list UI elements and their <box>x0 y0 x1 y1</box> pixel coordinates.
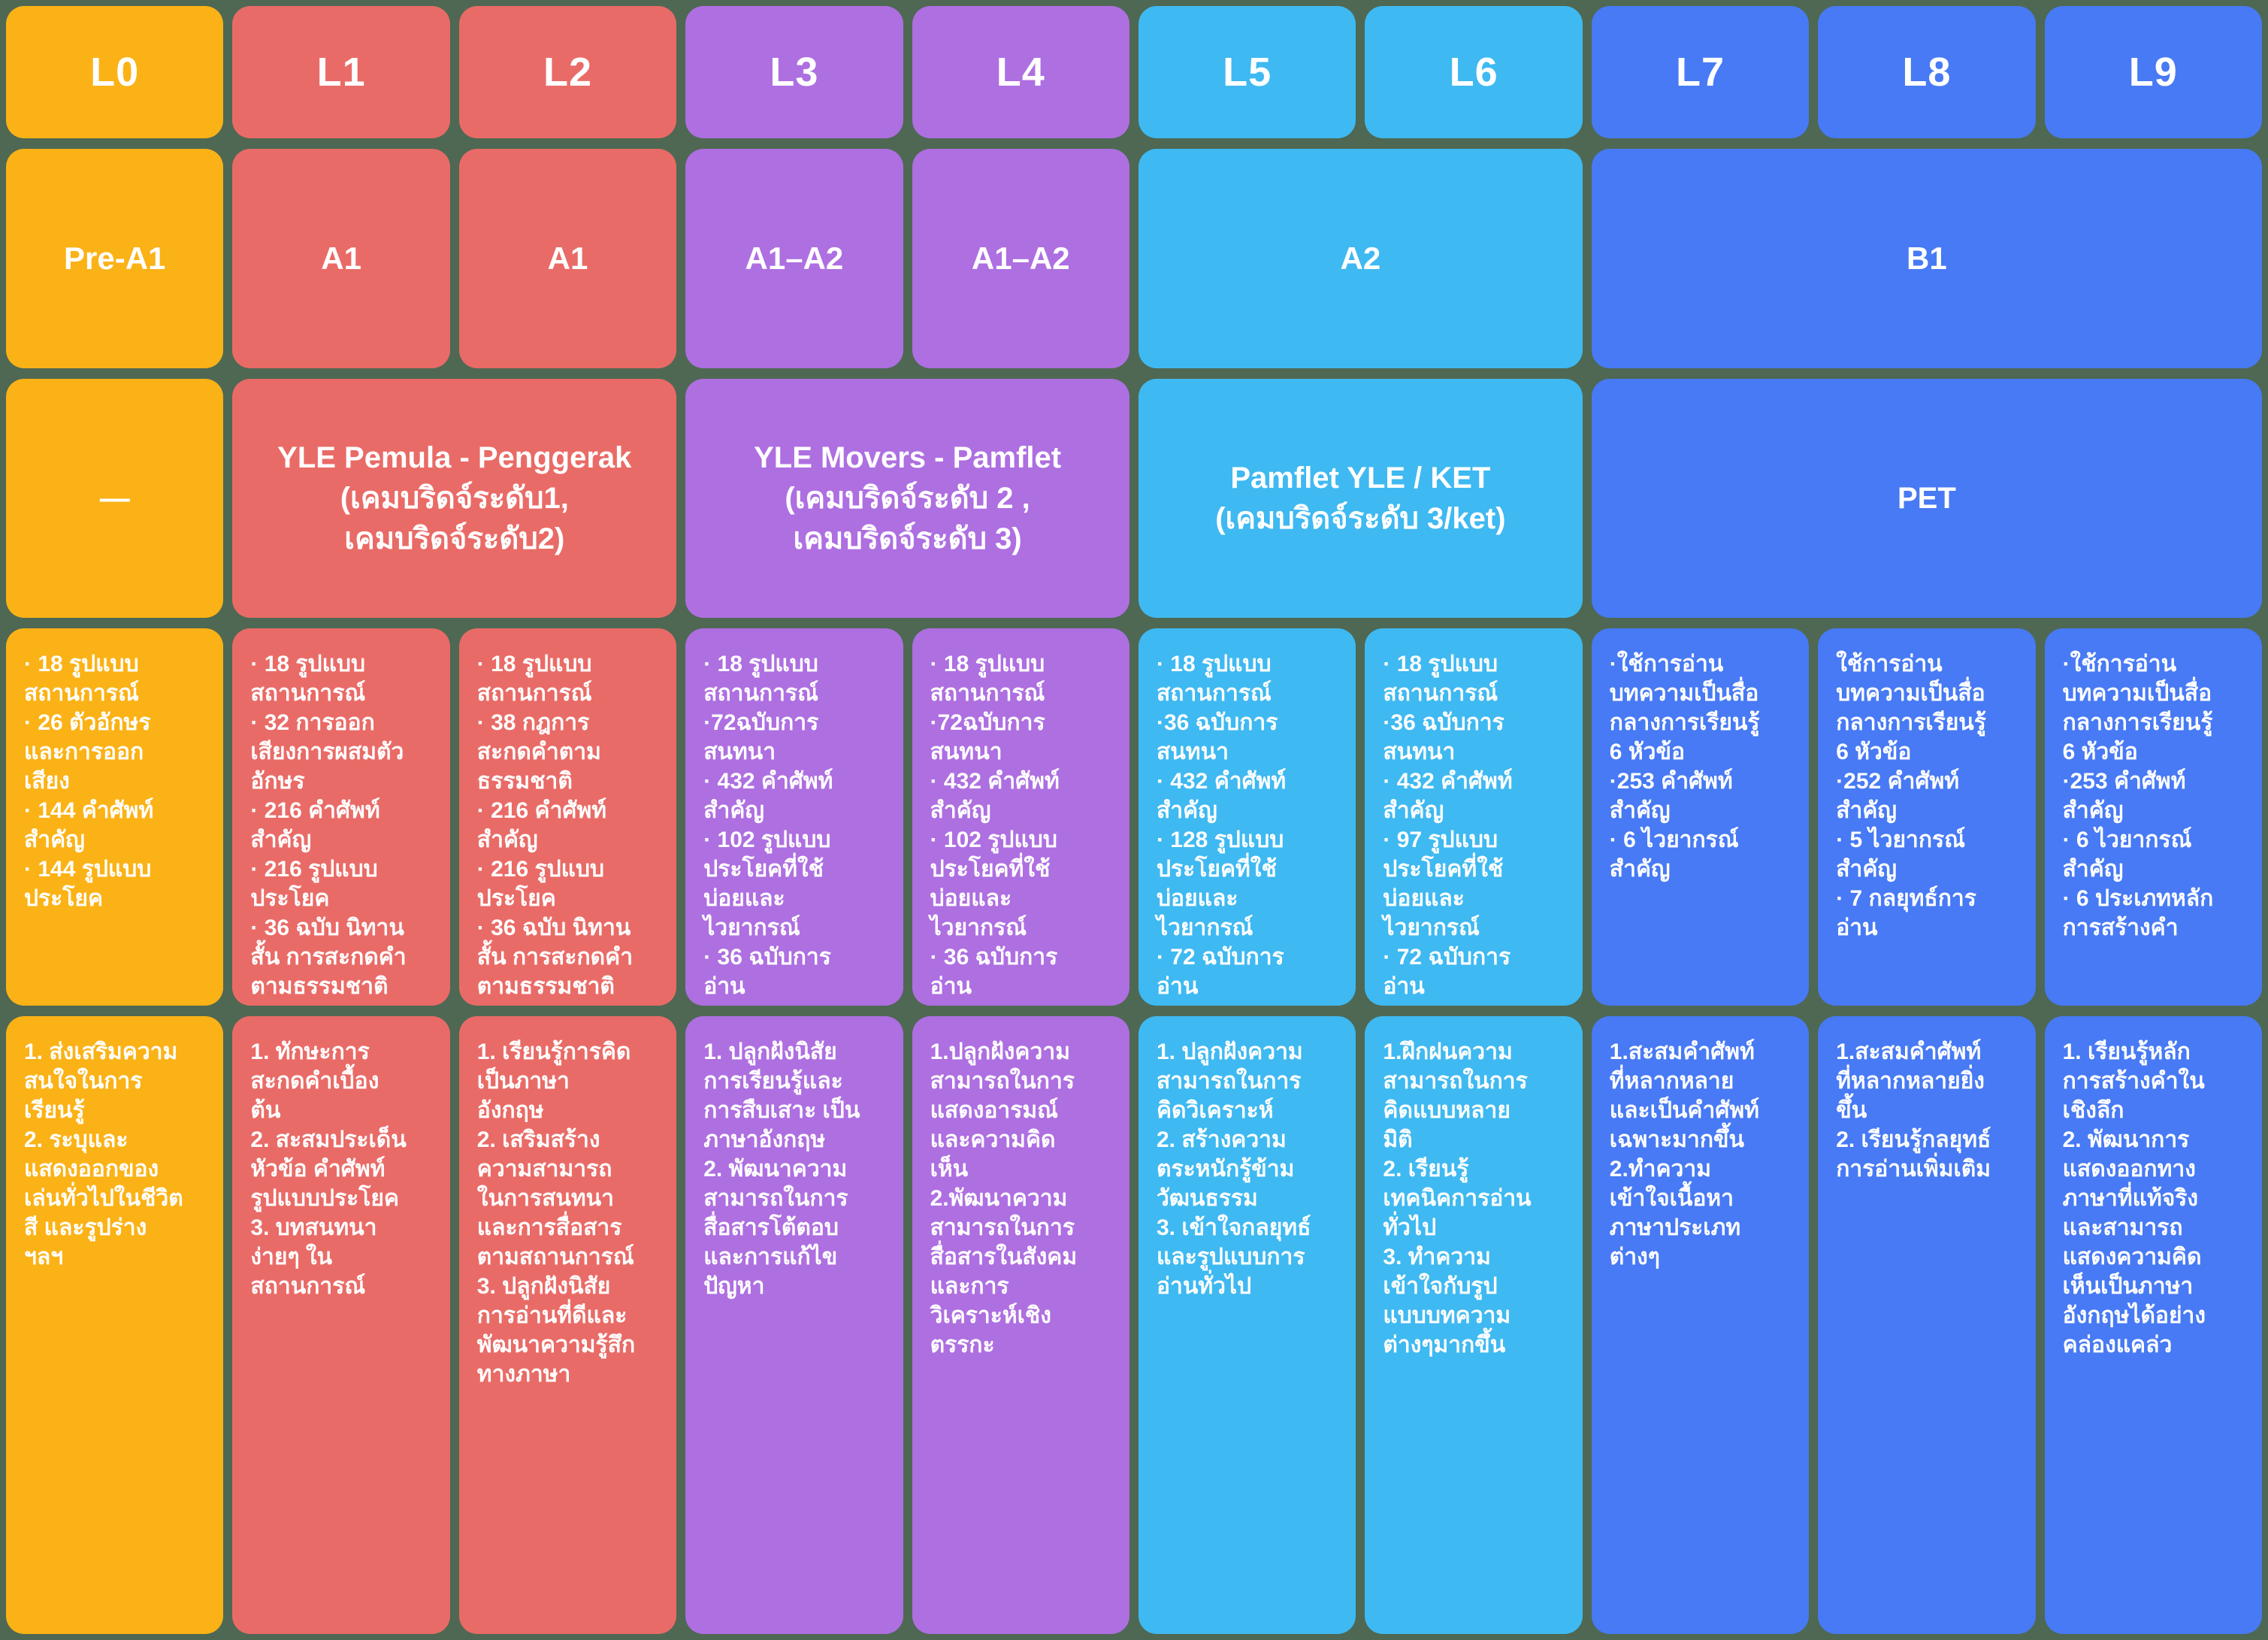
outcomes-cell-l1: 1. ทักษะการ สะกดคำเบื้อง ต้น 2. สะสมประเ… <box>232 1016 450 1634</box>
cefr-cell-a1-l1: A1 <box>232 149 450 368</box>
level-header-l0: L0 <box>6 6 224 138</box>
outcomes-cell-l0: 1. ส่งเสริมความ สนใจในการ เรียนรู้ 2. ระ… <box>6 1016 224 1634</box>
level-header-l9: L9 <box>2044 6 2262 138</box>
level-header-l8: L8 <box>1818 6 2036 138</box>
exam-cell-pet: PET <box>1591 379 2262 618</box>
outcomes-cell-l4: 1.ปลูกฝังความ สามารถในการ แสดงอารมณ์ และ… <box>912 1016 1129 1634</box>
exam-cell-none: — <box>6 379 224 618</box>
outcomes-cell-l9: 1. เรียนรู้หลัก การสร้างคำใน เชิงลึก 2. … <box>2044 1016 2262 1634</box>
level-header-l4: L4 <box>912 6 1129 138</box>
level-header-l1: L1 <box>232 6 450 138</box>
content-cell-l0: · 18 รูปแบบ สถานการณ์ · 26 ตัวอักษร และก… <box>6 628 224 1006</box>
outcomes-cell-l3: 1. ปลูกฝังนิสัย การเรียนรู้และ การสืบเสา… <box>685 1016 903 1634</box>
content-cell-l4: · 18 รูปแบบ สถานการณ์ ·72ฉบับการ สนทนา ·… <box>912 628 1129 1006</box>
content-cell-l3: · 18 รูปแบบ สถานการณ์ ·72ฉบับการ สนทนา ·… <box>685 628 903 1006</box>
outcomes-cell-l7: 1.สะสมคำศัพท์ ที่หลากหลาย และเป็นคำศัพท์… <box>1591 1016 1810 1634</box>
content-cell-l8: ใช้การอ่าน บทความเป็นสื่อ กลางการเรียนรู… <box>1818 628 2036 1006</box>
level-header-l7: L7 <box>1591 6 1810 138</box>
exam-cell-yle-movers: YLE Movers - Pamflet (เคมบริดจ์ระดับ 2 ,… <box>685 379 1129 618</box>
outcomes-cell-l8: 1.สะสมคำศัพท์ ที่หลากหลายยิ่ง ขึ้น 2. เร… <box>1818 1016 2036 1634</box>
cefr-cell-pre-a1: Pre-A1 <box>6 149 224 368</box>
content-cell-l7: ·ใช้การอ่าน บทความเป็นสื่อ กลางการเรียนร… <box>1591 628 1810 1006</box>
level-header-l2: L2 <box>458 6 677 138</box>
cefr-cell-b1: B1 <box>1591 149 2262 368</box>
level-header-l5: L5 <box>1138 6 1356 138</box>
content-cell-l2: · 18 รูปแบบ สถานการณ์ · 38 กฎการ สะกดคำต… <box>458 628 677 1006</box>
content-cell-l9: ·ใช้การอ่าน บทความเป็นสื่อ กลางการเรียนร… <box>2044 628 2262 1006</box>
cefr-cell-a1-l2: A1 <box>458 149 677 368</box>
level-header-l6: L6 <box>1365 6 1583 138</box>
outcomes-cell-l5: 1. ปลูกฝังความ สามารถในการ คิดวิเคราะห์ … <box>1138 1016 1356 1634</box>
cefr-cell-a1a2-l4: A1–A2 <box>912 149 1129 368</box>
level-header-l3: L3 <box>685 6 903 138</box>
exam-cell-yle-pemula: YLE Pemula - Penggerak (เคมบริดจ์ระดับ1,… <box>232 379 677 618</box>
content-cell-l1: · 18 รูปแบบ สถานการณ์ · 32 การออก เสียงก… <box>232 628 450 1006</box>
content-cell-l5: · 18 รูปแบบ สถานการณ์ ·36 ฉบับการ สนทนา … <box>1138 628 1356 1006</box>
content-cell-l6: · 18 รูปแบบ สถานการณ์ ·36 ฉบับการ สนทนา … <box>1365 628 1583 1006</box>
outcomes-cell-l2: 1. เรียนรู้การคิด เป็นภาษา อังกฤษ 2. เสร… <box>458 1016 677 1634</box>
exam-cell-pamflet-ket: Pamflet YLE / KET (เคมบริดจ์ระดับ 3/ket) <box>1138 379 1583 618</box>
cefr-cell-a2: A2 <box>1138 149 1583 368</box>
cefr-cell-a1a2-l3: A1–A2 <box>685 149 903 368</box>
outcomes-cell-l6: 1.ฝึกฝนความ สามารถในการ คิดแบบหลาย มิติ … <box>1365 1016 1583 1634</box>
